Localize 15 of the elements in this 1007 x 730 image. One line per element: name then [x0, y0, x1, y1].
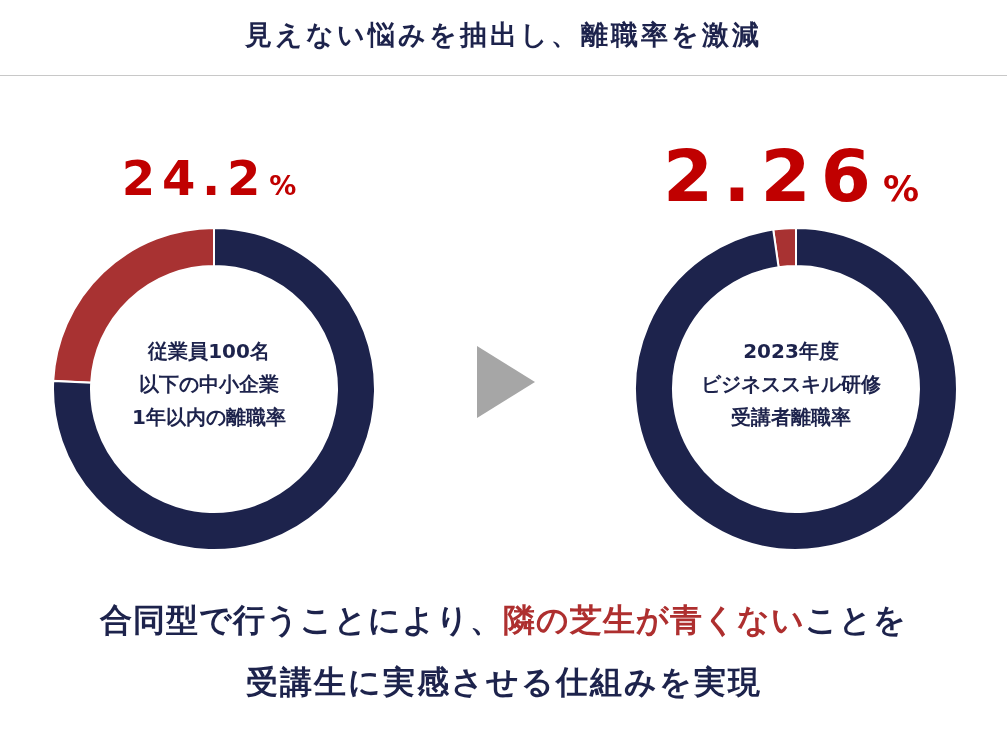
donut-slice: [52, 227, 376, 551]
text: ビジネススキル研修: [700, 370, 882, 398]
data-label: 2.26%: [662, 134, 920, 218]
text: 従業員100名: [146, 337, 271, 365]
text: 以下の中小企業: [138, 370, 280, 398]
text: 合同型で行うことにより、: [100, 601, 503, 639]
text: ことを: [805, 601, 907, 639]
text: 見えない悩みを抽出し、離職率を激減: [244, 18, 763, 52]
data-label: 24.2%: [121, 150, 297, 206]
text: 2023年度: [742, 337, 840, 365]
text: 受講者離職率: [730, 403, 852, 431]
text: 隣の芝生が青くない: [503, 601, 805, 639]
donut-slice: [634, 227, 958, 551]
text: 1年以内の離職率: [131, 403, 287, 431]
text: 受講生に実感させる仕組みを実現: [244, 662, 763, 703]
